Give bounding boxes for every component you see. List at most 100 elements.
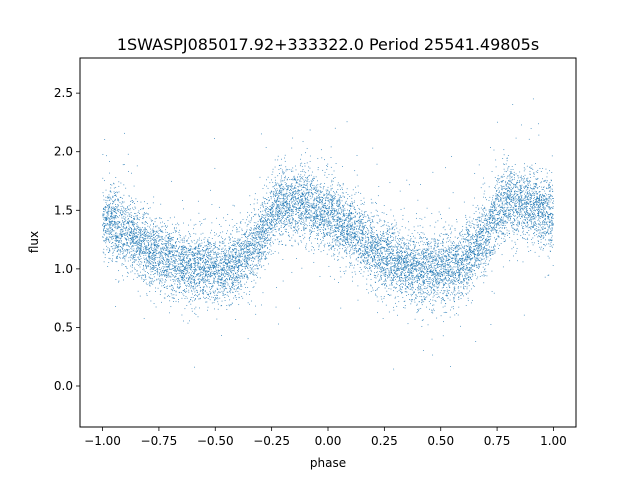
data-point [516, 211, 518, 213]
data-point [294, 206, 296, 208]
data-point [548, 243, 550, 245]
data-point [265, 216, 267, 218]
data-point [548, 199, 550, 201]
data-point [148, 232, 150, 234]
data-point [183, 262, 185, 264]
data-point [181, 259, 183, 261]
data-point [205, 251, 206, 253]
data-point [272, 229, 274, 231]
data-point [114, 239, 116, 241]
data-point [209, 253, 211, 255]
data-point [212, 267, 214, 268]
data-point [412, 258, 413, 260]
data-point [350, 225, 351, 226]
data-point [438, 211, 440, 213]
data-point [230, 255, 232, 257]
data-point [205, 270, 207, 272]
data-point [470, 242, 472, 243]
data-point [527, 197, 528, 199]
data-point [374, 241, 376, 243]
data-point [338, 227, 339, 229]
data-point [485, 241, 487, 242]
data-point [470, 265, 472, 266]
data-point [319, 193, 321, 195]
data-point [231, 277, 233, 279]
data-point [340, 234, 342, 236]
data-point [185, 292, 187, 293]
data-point [470, 249, 471, 251]
data-point [298, 197, 299, 199]
data-point [246, 246, 248, 248]
data-point [381, 247, 383, 249]
data-point [148, 256, 150, 258]
data-point [519, 223, 520, 225]
data-point [368, 217, 370, 219]
data-point [426, 293, 428, 295]
data-point [549, 224, 550, 226]
data-point [298, 183, 300, 185]
data-point [432, 250, 434, 252]
data-point [112, 223, 114, 225]
data-point [104, 257, 106, 258]
data-point [158, 269, 160, 270]
data-point [116, 238, 118, 240]
data-point [433, 256, 435, 257]
data-point [497, 196, 499, 198]
data-point [538, 214, 539, 216]
data-point [417, 259, 419, 261]
data-point [227, 279, 228, 281]
data-point [517, 188, 519, 190]
data-point [115, 240, 117, 242]
data-point [542, 217, 544, 218]
data-point [165, 270, 167, 272]
data-point [139, 232, 141, 234]
data-point [328, 191, 330, 193]
data-point [489, 242, 490, 244]
data-point [545, 234, 547, 236]
data-point [467, 292, 469, 294]
data-point [388, 273, 390, 275]
data-point [241, 249, 242, 251]
data-point [462, 274, 463, 276]
data-point [175, 242, 177, 244]
data-point [186, 285, 188, 287]
data-point [203, 290, 205, 291]
data-point [317, 214, 318, 216]
data-point [266, 237, 268, 239]
data-point [155, 265, 157, 266]
data-point [154, 237, 156, 239]
data-point [269, 199, 270, 201]
data-point [441, 279, 442, 281]
data-point [448, 279, 450, 281]
data-point [263, 202, 265, 204]
data-point [190, 219, 192, 221]
data-point [285, 212, 287, 214]
data-point [173, 265, 175, 267]
data-point [522, 176, 524, 178]
data-point [303, 192, 305, 194]
data-point [190, 297, 192, 298]
data-point [275, 179, 276, 181]
data-point [292, 230, 294, 232]
data-point [304, 211, 306, 213]
data-point [255, 241, 257, 243]
data-point [530, 188, 532, 190]
data-point [334, 240, 336, 242]
data-point [153, 268, 155, 269]
data-point [449, 286, 450, 288]
data-point [409, 253, 411, 255]
data-point [260, 227, 262, 229]
data-point [301, 215, 303, 217]
data-point [364, 262, 365, 264]
data-point [117, 209, 118, 211]
data-point [235, 252, 237, 253]
data-point [283, 223, 285, 225]
data-point [346, 242, 348, 243]
data-point [367, 243, 369, 245]
data-point [183, 283, 185, 284]
data-point [488, 211, 490, 212]
data-point [378, 248, 380, 250]
data-point [397, 251, 399, 253]
data-point [387, 248, 389, 250]
data-point [130, 235, 132, 236]
